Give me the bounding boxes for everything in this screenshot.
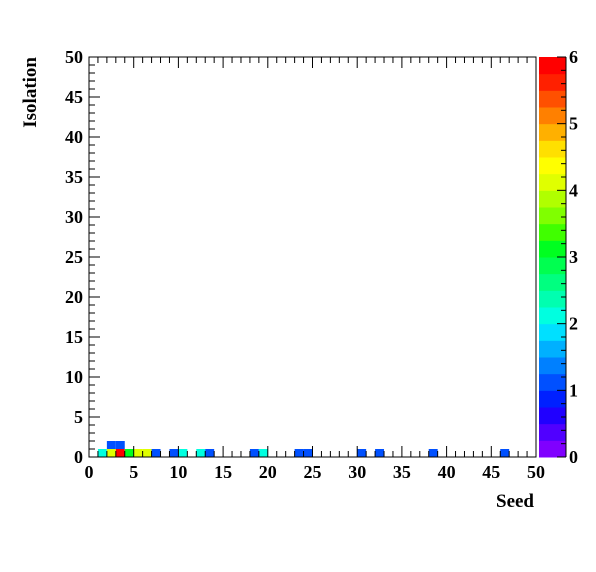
- x-tick-labels: 0 5 10 15 20 25 30 35 40 45 50: [85, 462, 546, 482]
- palette-tick-label: 4: [569, 180, 578, 200]
- y-tick-label: 25: [65, 247, 83, 267]
- heatmap-bin: [205, 449, 215, 457]
- palette-tick-label: 1: [569, 380, 578, 400]
- palette-swatch: [539, 290, 566, 308]
- heatmap-bin: [375, 449, 385, 457]
- palette-swatch: [539, 340, 566, 358]
- palette-swatch: [539, 273, 566, 291]
- heatmap-bin: [258, 449, 268, 457]
- y-axis-title: Isolation: [20, 57, 41, 128]
- y-tick-label: 40: [65, 127, 83, 147]
- palette-swatch: [539, 223, 566, 241]
- heatmap-bin: [151, 449, 161, 457]
- palette-swatch: [539, 157, 566, 175]
- x-tick-label: 50: [527, 462, 545, 482]
- palette-tick-label: 0: [569, 447, 578, 467]
- palette-swatch: [539, 140, 566, 158]
- palette-swatch: [539, 257, 566, 275]
- plot-frame: [88, 56, 537, 458]
- color-palette: [539, 56, 567, 458]
- palette-swatch: [539, 90, 566, 108]
- heatmap-bin: [169, 449, 179, 457]
- color-palette-labels: 0 1 2 3 4 5 6: [569, 47, 578, 467]
- x-axis-title: Seed: [496, 491, 534, 512]
- palette-swatch: [539, 407, 566, 425]
- heatmap-bin: [106, 449, 116, 457]
- y-tick-label: 5: [74, 407, 83, 427]
- palette-swatch: [539, 73, 566, 91]
- heatmap-bin: [428, 449, 438, 457]
- palette-tick-label: 3: [569, 247, 578, 267]
- heatmap-bin: [196, 449, 206, 457]
- y-tick-label: 10: [65, 367, 83, 387]
- heatmap-bin: [133, 449, 143, 457]
- heatmap-bin: [115, 449, 125, 457]
- y-tick-label: 50: [65, 47, 83, 67]
- heatmap-bin: [294, 449, 304, 457]
- y-tick-label: 35: [65, 167, 83, 187]
- y-tick-label: 30: [65, 207, 83, 227]
- palette-swatch: [539, 207, 566, 225]
- heatmap-bin: [500, 449, 510, 457]
- palette-swatch: [539, 107, 566, 125]
- palette-swatch: [539, 423, 566, 441]
- palette-swatch: [539, 123, 566, 141]
- x-tick-label: 25: [304, 462, 322, 482]
- palette-swatch: [539, 357, 566, 375]
- x-tick-label: 35: [393, 462, 411, 482]
- palette-swatch: [539, 57, 566, 75]
- palette-swatch: [539, 373, 566, 391]
- x-tick-label: 15: [214, 462, 232, 482]
- heatmap-bin: [106, 441, 116, 449]
- heatmap-bin: [249, 449, 259, 457]
- palette-tick-label: 2: [569, 314, 578, 334]
- bins-layer: [97, 441, 510, 457]
- heatmap-bin: [115, 441, 125, 449]
- palette-tick-label: 6: [569, 47, 578, 67]
- palette-swatch: [539, 240, 566, 258]
- heatmap-bin: [142, 449, 152, 457]
- heatmap-bin: [97, 449, 107, 457]
- x-tick-label: 40: [438, 462, 456, 482]
- heatmap-bin: [124, 449, 134, 457]
- y-tick-labels: 0 5 10 15 20 25 30 35 40 45 50: [65, 47, 83, 467]
- palette-swatch: [539, 307, 566, 325]
- y-tick-label: 15: [65, 327, 83, 347]
- y-tick-label: 20: [65, 287, 83, 307]
- palette-swatch: [539, 323, 566, 341]
- axis-ticks: [88, 56, 537, 458]
- palette-swatch: [539, 440, 566, 458]
- x-tick-label: 30: [348, 462, 366, 482]
- x-tick-label: 20: [259, 462, 277, 482]
- y-tick-label: 0: [74, 447, 83, 467]
- x-tick-label: 45: [482, 462, 500, 482]
- x-tick-label: 5: [129, 462, 138, 482]
- palette-swatch: [539, 390, 566, 408]
- palette-swatch: [539, 190, 566, 208]
- palette-swatch: [539, 173, 566, 191]
- y-tick-label: 45: [65, 87, 83, 107]
- heatmap-bin: [357, 449, 367, 457]
- heatmap-bin: [178, 449, 188, 457]
- palette-tick-label: 5: [569, 114, 578, 134]
- heatmap-bin: [303, 449, 313, 457]
- x-tick-label: 10: [169, 462, 187, 482]
- x-tick-label: 0: [85, 462, 94, 482]
